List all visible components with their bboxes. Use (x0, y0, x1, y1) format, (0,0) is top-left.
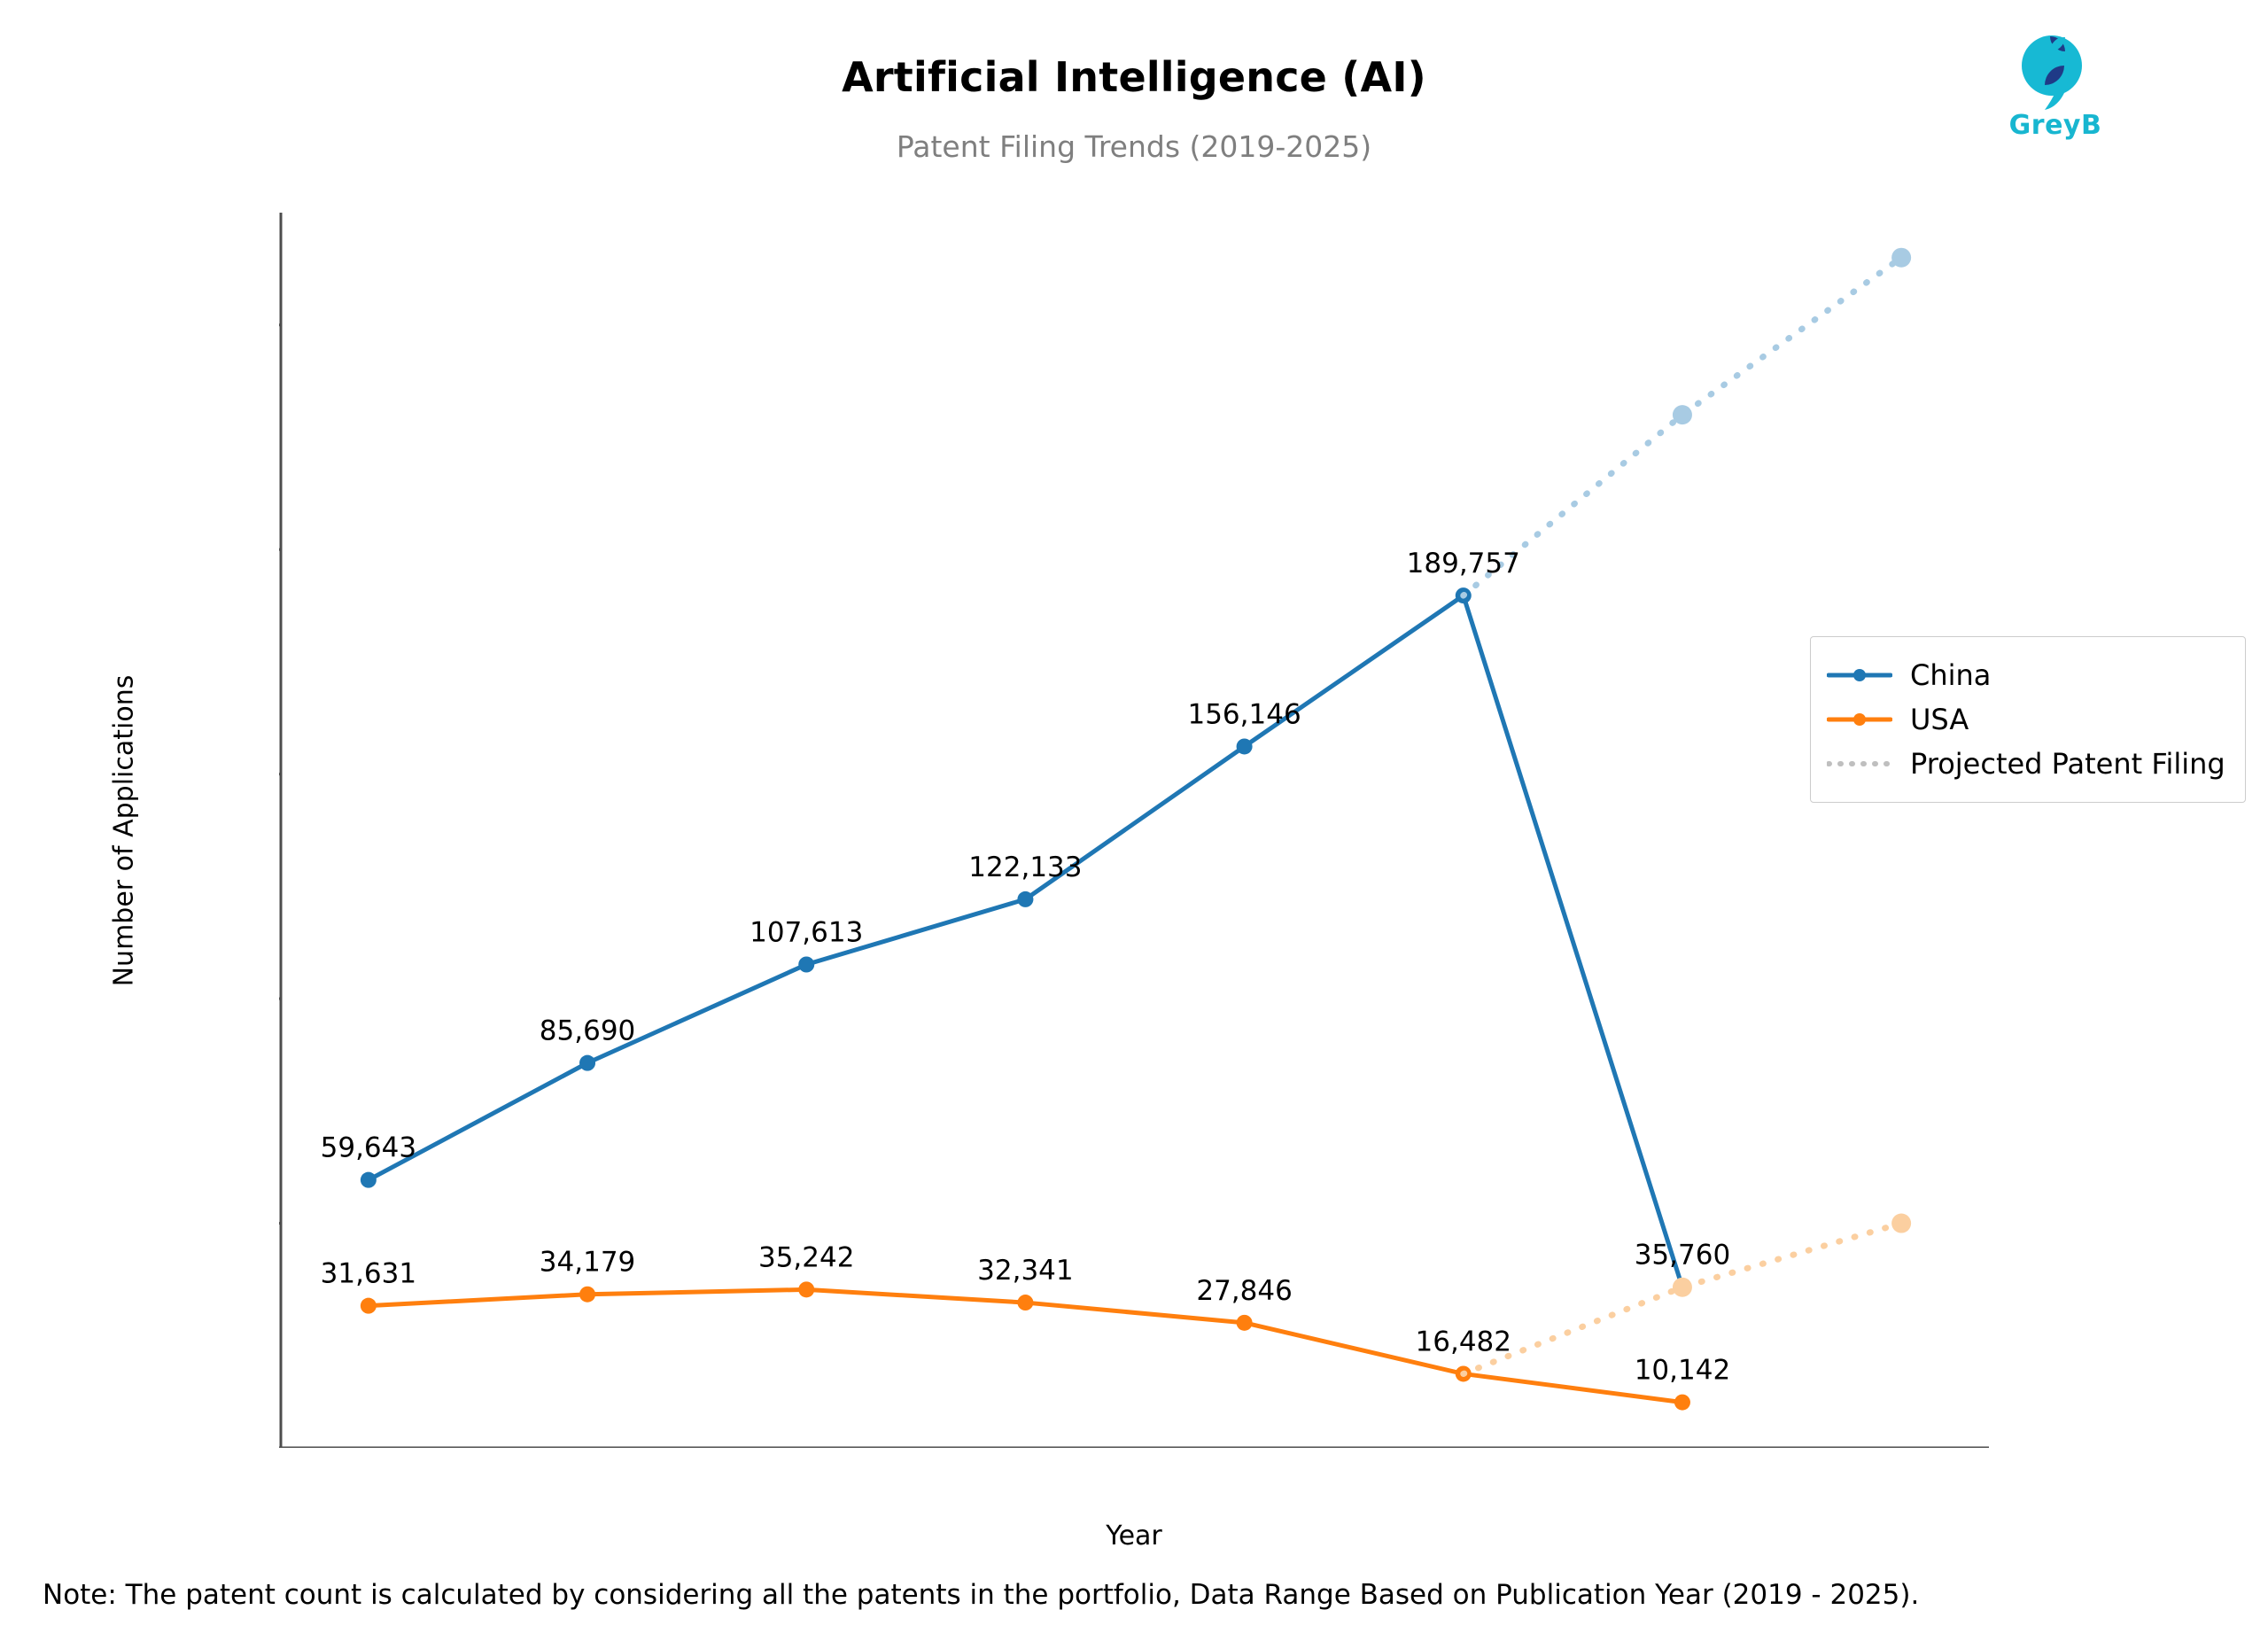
data-point-label: 156,146 (1187, 698, 1301, 730)
data-point-label: 85,690 (540, 1015, 635, 1047)
legend-swatch-icon (1826, 709, 1893, 730)
data-point-usa-2020[interactable] (579, 1286, 596, 1303)
chart-legend[interactable]: China USA Projected Patent Filing (1810, 636, 2246, 803)
series-line-china-projected-patent-filing (1460, 254, 1905, 599)
data-point-china-2020[interactable] (579, 1054, 596, 1071)
chart-footnote: Note: The patent count is calculated by … (43, 1579, 1920, 1611)
data-point-usa-2022[interactable] (1017, 1295, 1034, 1311)
series-line-china (366, 593, 1685, 1290)
data-point-label: 35,760 (1635, 1240, 1730, 1272)
data-point-label: 27,846 (1196, 1275, 1292, 1307)
data-point-label: 34,179 (540, 1247, 635, 1279)
page-title: Artificial Intelligence (AI) (842, 53, 1426, 101)
data-point-china-2021[interactable] (798, 956, 815, 973)
data-point-label: 107,613 (750, 917, 863, 949)
legend-item-label: USA (1910, 703, 1969, 736)
data-point-china-2023[interactable] (1236, 738, 1253, 755)
data-point-usa-2021[interactable] (798, 1281, 815, 1298)
data-point-label: 10,142 (1635, 1355, 1730, 1387)
data-point-china-2019[interactable] (360, 1171, 377, 1188)
data-point-usa-2023[interactable] (1236, 1314, 1253, 1331)
data-point-china-projected-patent-filing-2026[interactable] (1891, 247, 1912, 268)
data-series (360, 247, 1912, 1411)
legend-item-projected-patent-filing[interactable]: Projected Patent Filing (1826, 742, 2225, 786)
data-point-label: 189,757 (1407, 548, 1520, 579)
y-axis-title: Number of Applications (106, 213, 142, 1448)
series-line-usa-projected-patent-filing (1460, 1220, 1905, 1377)
chart-subtitle: Patent Filing Trends (2019-2025) (896, 129, 1372, 164)
data-point-usa-projected-patent-filing-2025[interactable] (1672, 1277, 1692, 1297)
plot-area: 050,000100,000150,000200,000250,000 2019… (279, 213, 1989, 1448)
legend-swatch-icon (1826, 665, 1893, 686)
legend-item-china[interactable]: China (1826, 653, 2225, 697)
data-point-label: 59,643 (321, 1132, 416, 1164)
legend-item-label: Projected Patent Filing (1910, 747, 2225, 781)
greyb-logo: GreyB (1989, 27, 2122, 159)
x-axis-title: Year (1106, 1520, 1162, 1552)
line-chart-svg: 050,000100,000150,000200,000250,000 2019… (279, 213, 1989, 1448)
data-point-usa-projected-patent-filing-2026[interactable] (1891, 1213, 1912, 1233)
legend-item-label: China (1910, 658, 1992, 692)
data-point-china-2022[interactable] (1017, 890, 1034, 907)
data-point-usa-2025[interactable] (1674, 1394, 1690, 1411)
data-point-label: 16,482 (1416, 1326, 1511, 1357)
data-point-usa-2019[interactable] (360, 1297, 377, 1314)
greyb-wordmark: GreyB (2008, 110, 2102, 141)
y-axis-title-text: Number of Applications (108, 674, 140, 986)
data-point-labels: 59,643 85,690 107,613 122,133 156,146 189,757… (321, 548, 1731, 1386)
data-point-label: 35,242 (758, 1241, 854, 1273)
data-point-china-projected-patent-filing-2025[interactable] (1672, 405, 1692, 425)
data-point-label: 31,631 (321, 1258, 416, 1290)
legend-item-usa[interactable]: USA (1826, 697, 2225, 742)
data-point-label: 32,341 (977, 1255, 1073, 1287)
axes (279, 213, 1989, 1448)
data-point-label: 122,133 (968, 852, 1082, 883)
legend-swatch-icon (1826, 753, 1893, 774)
greyb-logo-mark (2022, 35, 2082, 110)
